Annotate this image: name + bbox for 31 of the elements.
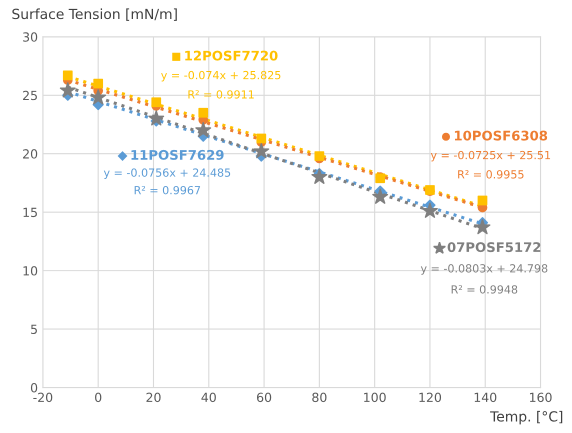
y-tick-label: 15 xyxy=(24,208,37,218)
x-tick-label: 100 xyxy=(364,392,386,402)
legend-label: 11POSF7629 xyxy=(131,150,224,160)
y-axis-title: Surface Tension [mN/m] xyxy=(12,8,177,21)
x-tick-label: 160 xyxy=(530,392,552,402)
annotation: R² = 0.9955 xyxy=(458,170,524,179)
y-tick-label: 5 xyxy=(31,324,37,334)
x-axis-title: Temp. [°C] xyxy=(490,410,562,424)
annotation: y = -0.0756x + 24.485 xyxy=(104,168,230,179)
annotation: y = -0.0725x + 25.51 xyxy=(430,150,550,162)
x-tick-label: 0 xyxy=(95,392,102,402)
y-tick-label: 10 xyxy=(24,266,38,276)
annotation: R² = 0.9911 xyxy=(188,90,254,99)
annotation: y = -0.074x + 25.825 xyxy=(161,70,280,82)
legend-label: 12POSF7720 xyxy=(185,50,278,61)
legend-label: 10POSF6308 xyxy=(454,130,548,141)
legend-label: 07POSF5172 xyxy=(448,242,540,252)
y-tick-label: 30 xyxy=(23,32,38,42)
y-tick-label: 0 xyxy=(30,383,38,392)
annotation: R² = 0.9967 xyxy=(134,186,200,194)
x-tick-label: 20 xyxy=(146,392,161,402)
x-tick-label: 60 xyxy=(256,392,272,402)
x-tick-label: 140 xyxy=(474,392,496,402)
annotation: R² = 0.9948 xyxy=(452,285,518,294)
x-tick-label: -20 xyxy=(33,392,52,402)
x-tick-label: 80 xyxy=(312,392,326,402)
y-tick-label: 20 xyxy=(23,149,38,159)
x-tick-label: 40 xyxy=(201,392,216,402)
y-tick-label: 25 xyxy=(23,90,37,100)
x-tick-label: 120 xyxy=(419,392,442,402)
annotation: y = -0.0803x + 24.798 xyxy=(420,264,548,275)
